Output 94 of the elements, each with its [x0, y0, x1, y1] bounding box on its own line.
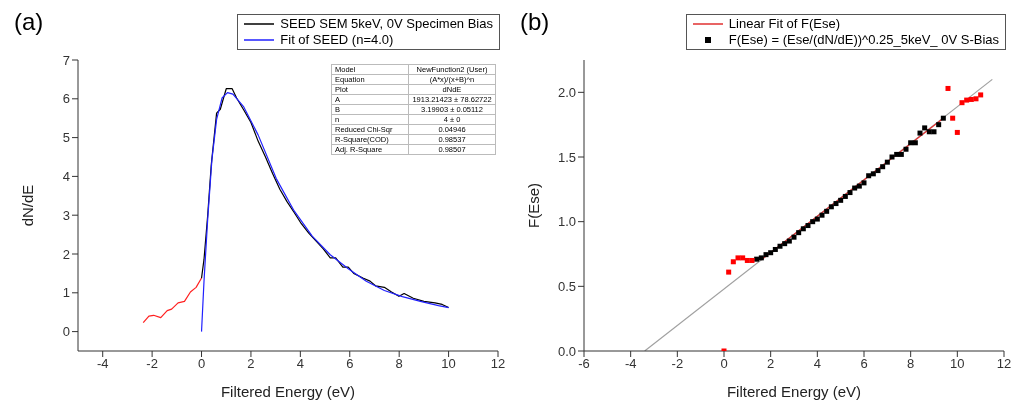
point: [819, 212, 825, 218]
x-axis-title: Filtered Energy (eV): [726, 383, 862, 400]
point: [805, 223, 811, 229]
point: [744, 257, 750, 263]
point: [954, 129, 960, 135]
y-tick-label: 5: [62, 130, 70, 146]
x-tick-label: -4: [96, 356, 109, 372]
point: [791, 234, 797, 240]
x-tick-label: 12: [996, 356, 1012, 372]
x-tick-label: 12: [490, 356, 506, 372]
point: [842, 193, 848, 199]
point: [945, 85, 951, 91]
point: [782, 241, 788, 247]
x-tick-label: 10: [950, 356, 965, 372]
legend-label: SEED SEM 5keV, 0V Specimen Bias: [280, 16, 493, 32]
y-tick-label: 6: [62, 91, 70, 107]
point: [796, 230, 802, 236]
chart-title: (a): [14, 8, 44, 36]
chart-title: (b): [520, 8, 550, 36]
point: [800, 226, 806, 232]
point: [875, 168, 881, 174]
point: [758, 255, 764, 261]
point: [824, 208, 830, 214]
y-tick-label: 2: [62, 246, 70, 262]
y-tick-label: 7: [62, 52, 70, 68]
y-tick-label: 1.0: [557, 214, 576, 230]
point: [838, 197, 844, 203]
point: [936, 122, 942, 128]
y-tick-label: 2.0: [557, 84, 576, 100]
legend-label: Linear Fit of F(Ese): [728, 16, 841, 32]
y-tick-label: 1.5: [557, 149, 576, 165]
y-tick-label: 1: [62, 285, 70, 301]
x-tick-label: -2: [146, 356, 158, 372]
point: [856, 183, 862, 189]
point: [810, 219, 816, 225]
point: [768, 250, 774, 256]
x-tick-label: 10: [441, 356, 456, 372]
point: [730, 259, 736, 265]
point: [833, 201, 839, 207]
point: [828, 204, 834, 210]
point: [772, 246, 778, 252]
point: [847, 190, 853, 196]
x-tick-label: 0: [720, 356, 728, 372]
point: [852, 185, 858, 191]
point: [786, 238, 792, 244]
point: [749, 257, 755, 263]
legend-label: F(Ese) = (Ese/(dN/dE))^0.25_5keV_ 0V S-Bias: [728, 32, 999, 48]
point: [912, 140, 918, 146]
point: [726, 269, 732, 275]
point: [926, 129, 932, 135]
point: [922, 125, 928, 131]
x-tick-label: 4: [296, 356, 304, 372]
point: [870, 171, 876, 177]
point: [964, 97, 970, 103]
point: [866, 173, 872, 179]
y-tick-label: 4: [62, 169, 70, 185]
point: [940, 115, 946, 121]
y-axis-title: F(Ese): [525, 183, 543, 228]
point: [931, 129, 937, 135]
point: [973, 96, 979, 102]
point: [884, 159, 890, 165]
point: [917, 130, 923, 136]
y-tick-label: 0.0: [557, 343, 576, 359]
point: [777, 243, 783, 249]
point: [861, 180, 867, 186]
point: [880, 164, 886, 170]
x-tick-label: 6: [860, 356, 868, 372]
x-tick-label: 2: [247, 356, 255, 372]
x-tick-label: 2: [767, 356, 775, 372]
x-tick-label: 8: [907, 356, 915, 372]
x-tick-label: 0: [197, 356, 206, 372]
x-axis-title: Filtered Energy (eV): [220, 383, 356, 400]
point: [889, 154, 895, 160]
line-series: [142, 277, 203, 324]
x-tick-label: -2: [671, 356, 684, 372]
point: [740, 255, 746, 261]
point: [950, 115, 956, 121]
y-tick-label: 3: [62, 207, 70, 223]
x-tick-label: 4: [813, 356, 821, 372]
x-tick-label: 6: [346, 356, 354, 372]
point: [903, 146, 909, 152]
point: [978, 92, 984, 98]
y-axis-title: dN/dE: [19, 184, 37, 227]
x-tick-label: -4: [624, 356, 637, 372]
x-tick-label: 8: [395, 356, 403, 372]
point: [894, 151, 900, 157]
y-tick-label: 0.5: [557, 278, 576, 294]
point: [814, 216, 820, 222]
point: [968, 96, 974, 102]
x-tick-label: -6: [578, 356, 590, 372]
point: [898, 151, 904, 157]
point: [908, 140, 914, 146]
y-tick-label: 0: [62, 324, 70, 340]
legend-label: Fit of SEED (n=4.0): [280, 32, 394, 48]
